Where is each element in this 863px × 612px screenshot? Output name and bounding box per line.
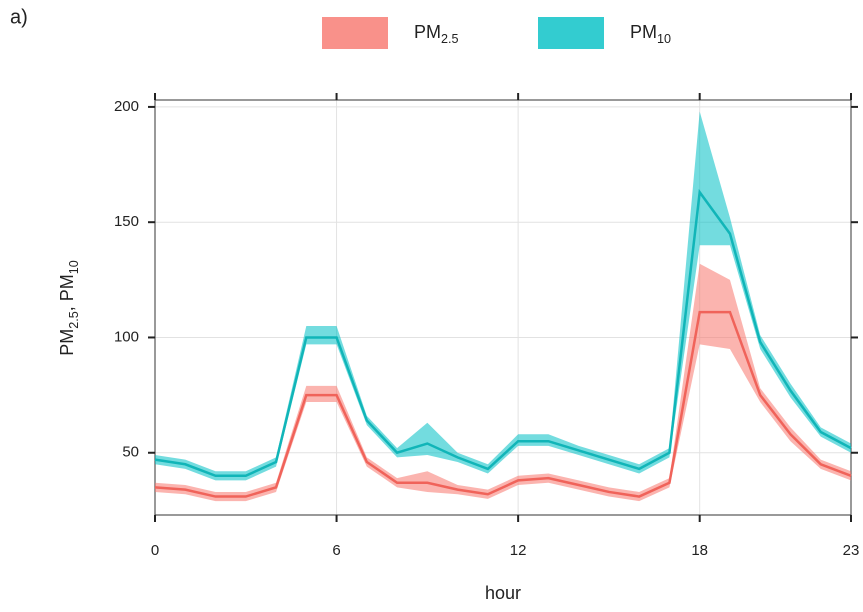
x-axis-label: hour bbox=[485, 583, 521, 603]
line bbox=[154, 188, 852, 478]
legend-label: PM2.5 bbox=[414, 22, 459, 47]
plot-frame bbox=[154, 99, 852, 516]
legend-swatch bbox=[322, 17, 388, 49]
x-tick-label: 12 bbox=[510, 542, 527, 559]
line bbox=[154, 310, 852, 498]
x-tick-label: 23 bbox=[843, 542, 860, 559]
x-tick-label: 6 bbox=[332, 542, 340, 559]
y-tick-label: 150 bbox=[114, 213, 139, 230]
legend-swatch bbox=[538, 17, 604, 49]
x-tick-label: 18 bbox=[691, 542, 708, 559]
y-tick-label: 50 bbox=[122, 444, 139, 461]
y-tick-label: 200 bbox=[114, 98, 139, 115]
y-tick-label: 100 bbox=[114, 328, 139, 345]
legend-label: PM10 bbox=[630, 22, 671, 47]
y-axis-label: PM2.5, PM10 bbox=[57, 260, 82, 356]
x-tick-label: 0 bbox=[151, 542, 159, 559]
panel-label: a) bbox=[10, 6, 28, 28]
